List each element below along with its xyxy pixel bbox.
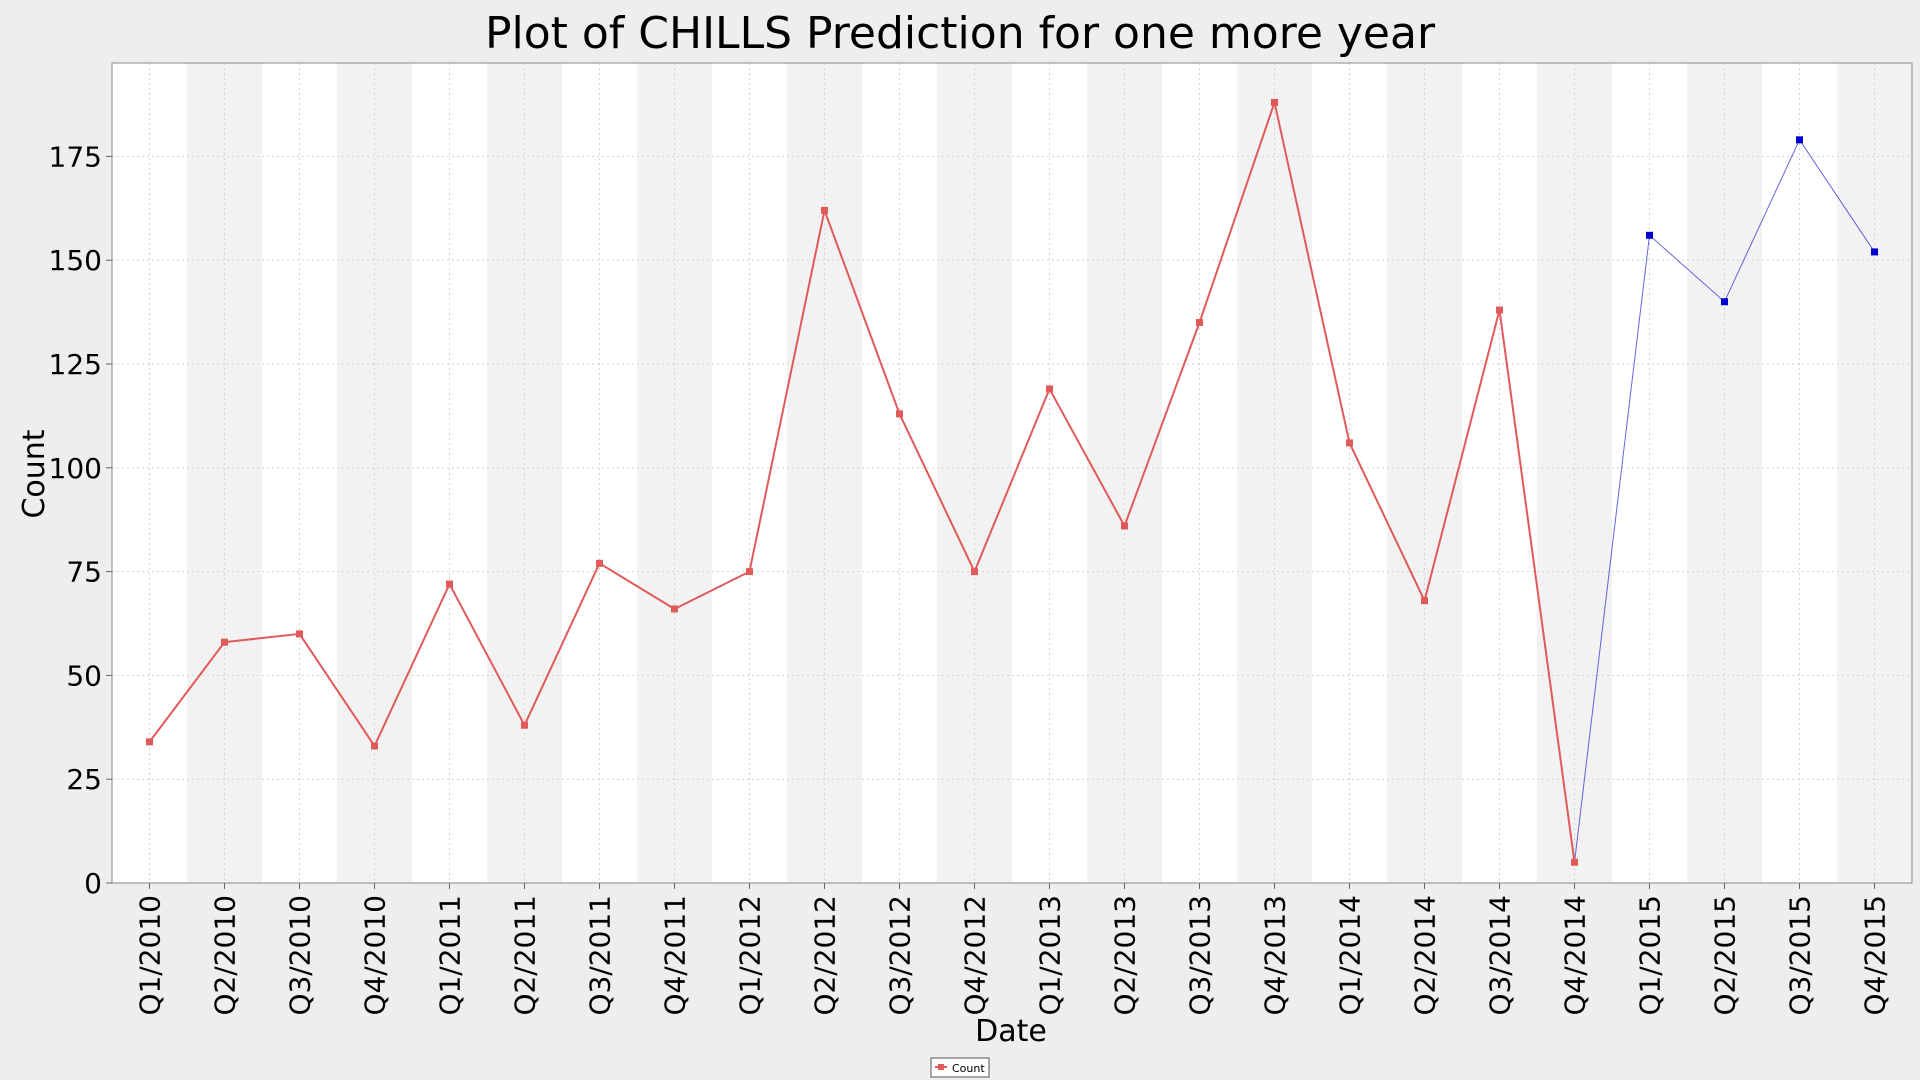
x-tick-label: Q4/2010 [359, 895, 392, 1016]
axes [111, 62, 1913, 884]
count-series-line [148, 98, 1576, 863]
count-data-point [371, 742, 378, 750]
prediction-data-point [1646, 231, 1653, 239]
y-tick-label: 50 [66, 659, 102, 692]
legend-box [930, 1057, 990, 1078]
x-tick-label: Q4/2014 [1559, 895, 1592, 1016]
x-tick-label: Q2/2013 [1109, 895, 1142, 1016]
prediction-data-point [1871, 248, 1878, 256]
y-tick-label: 175 [49, 140, 102, 173]
x-tick-label: Q3/2011 [584, 895, 617, 1016]
x-tick-label: Q2/2015 [1709, 895, 1742, 1016]
count-data-point [1046, 385, 1053, 393]
x-tick-label: Q1/2011 [434, 895, 467, 1016]
y-tick-label: 125 [49, 348, 102, 381]
chart-title: Plot of CHILLS Prediction for one more y… [485, 8, 1436, 59]
x-tick-label: Q1/2014 [1334, 895, 1367, 1016]
x-tick-label: Q2/2011 [509, 895, 542, 1016]
count-data-point [1496, 306, 1503, 314]
x-tick-label: Q1/2013 [1034, 895, 1067, 1016]
count-data-point [1421, 597, 1428, 605]
legend-marker [938, 1064, 944, 1070]
count-data-point [521, 721, 528, 729]
y-tick-label: 100 [49, 452, 102, 485]
plot-border [111, 62, 1913, 884]
count-data-point [446, 580, 453, 588]
count-data-point [296, 630, 303, 638]
x-axis-ticks: Q1/2010 Q2/2010 Q3/2010 Q4/2010 Q1/2011 Q2/20… [134, 883, 1892, 1016]
count-data-point [1271, 98, 1278, 106]
x-tick-label: Q2/2014 [1409, 895, 1442, 1016]
x-axis-label: Date [975, 1014, 1047, 1049]
x-tick-label: Q1/2010 [134, 895, 167, 1016]
count-data-point [1571, 858, 1578, 866]
prediction-data-point [1721, 298, 1728, 306]
x-tick-label: Q3/2014 [1484, 895, 1517, 1016]
count-data-point [821, 206, 828, 214]
y-axis-label: Count [17, 429, 52, 518]
x-tick-label: Q3/2010 [284, 895, 317, 1016]
count-data-point [596, 559, 603, 567]
count-data-point [671, 605, 678, 613]
x-tick-label: Q4/2015 [1859, 895, 1892, 1016]
count-data-point [1196, 318, 1203, 326]
x-tick-label: Q1/2012 [734, 895, 767, 1016]
count-data-point [971, 568, 978, 576]
count-data-point [896, 410, 903, 418]
legend: Count [930, 1057, 990, 1078]
count-data-point [221, 638, 228, 646]
y-tick-label: 150 [49, 244, 102, 277]
y-axis-ticks: 0 25 50 75 100 125 150 175 [49, 140, 112, 900]
y-tick-label: 25 [66, 763, 102, 796]
x-tick-label: Q4/2011 [659, 895, 692, 1016]
x-tick-label: Q2/2010 [209, 895, 242, 1016]
count-data-point [146, 738, 153, 746]
plot-background [112, 63, 1912, 883]
x-tick-label: Q3/2015 [1784, 895, 1817, 1016]
count-data-point [1121, 522, 1128, 530]
x-tick-label: Q4/2013 [1259, 895, 1292, 1016]
count-data-point [746, 568, 753, 576]
count-data-point [1346, 439, 1353, 447]
prediction-data-point [1796, 136, 1803, 144]
x-tick-label: Q3/2013 [1184, 895, 1217, 1016]
x-tick-label: Q1/2015 [1634, 895, 1667, 1016]
x-tick-label: Q4/2012 [959, 895, 992, 1016]
x-tick-label: Q3/2012 [884, 895, 917, 1016]
y-tick-label: 0 [84, 867, 102, 900]
x-tick-label: Q2/2012 [809, 895, 842, 1016]
series-layer [146, 98, 1878, 866]
legend-label: Count [952, 1062, 985, 1075]
y-tick-label: 75 [66, 556, 102, 589]
